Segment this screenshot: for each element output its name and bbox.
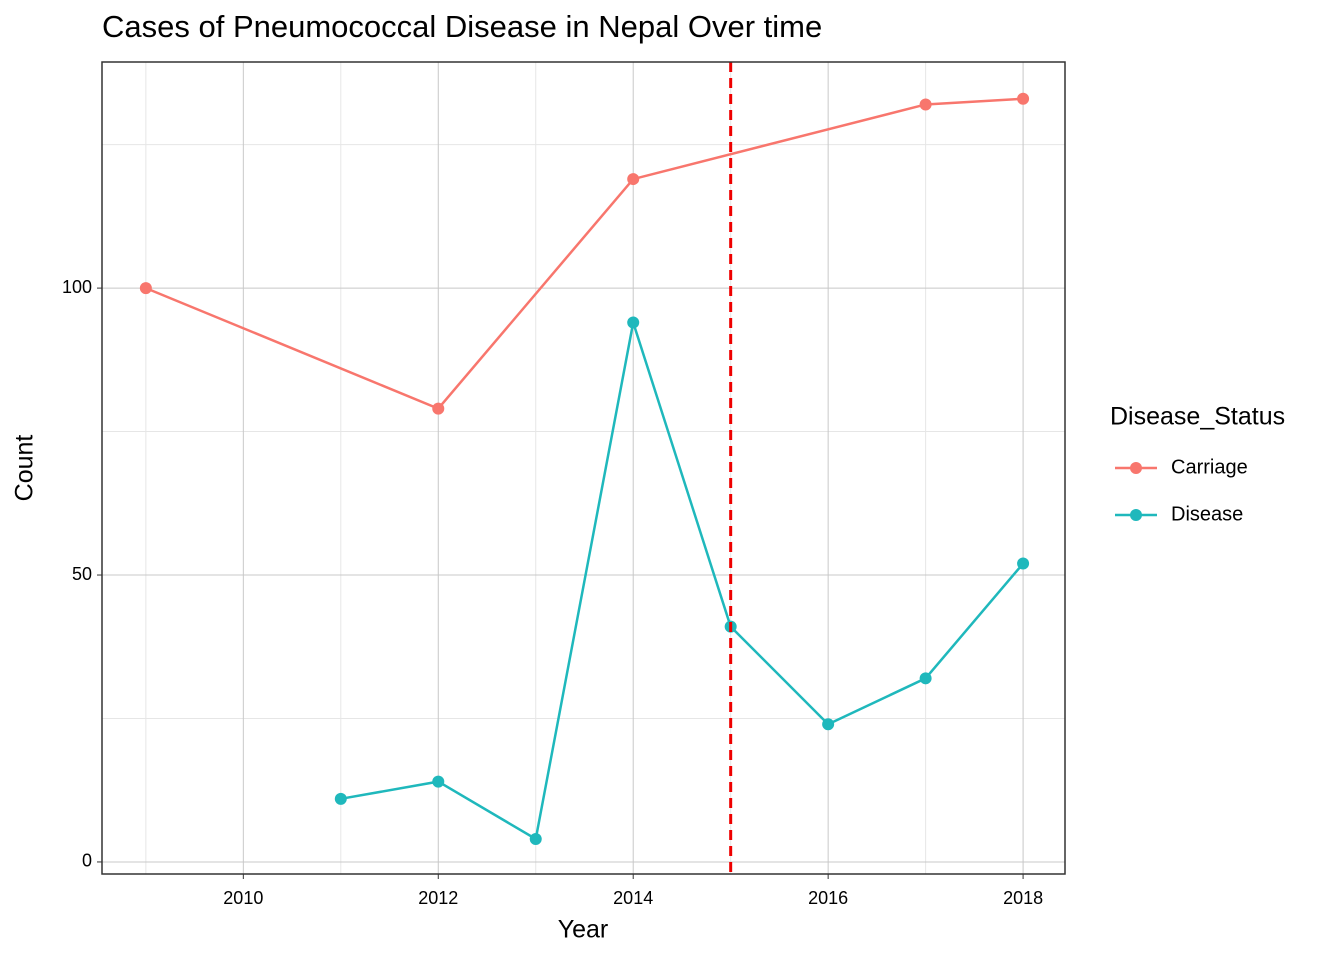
data-point <box>919 672 932 685</box>
data-point <box>1017 92 1030 105</box>
x-tick-label: 2010 <box>223 888 263 908</box>
data-point <box>432 402 445 415</box>
data-point <box>627 316 640 329</box>
y-axis-label: Count <box>11 435 39 502</box>
data-point <box>822 718 835 731</box>
data-point <box>334 792 347 805</box>
legend-label: Carriage <box>1171 456 1248 478</box>
data-point <box>139 282 152 295</box>
plot-border <box>101 61 1066 875</box>
data-point <box>627 173 640 186</box>
legend-marker <box>1130 509 1142 521</box>
legend-label: Disease <box>1171 503 1243 525</box>
y-tick-label: 0 <box>82 851 92 871</box>
chart-title: Cases of Pneumococcal Disease in Nepal O… <box>102 9 822 44</box>
y-tick-label: 50 <box>72 564 92 584</box>
data-point <box>1017 557 1030 570</box>
x-tick-label: 2018 <box>1003 888 1043 908</box>
series-line <box>340 322 1025 841</box>
data-point <box>919 98 932 111</box>
x-tick-label: 2014 <box>613 888 653 908</box>
y-tick-label: 100 <box>62 277 92 297</box>
x-tick-label: 2012 <box>418 888 458 908</box>
series-line <box>145 97 1024 411</box>
legend-marker <box>1130 462 1142 474</box>
x-tick-label: 2016 <box>808 888 848 908</box>
data-point <box>432 775 445 788</box>
data-point <box>529 832 542 845</box>
legend-title: Disease_Status <box>1110 403 1285 431</box>
x-axis-label: Year <box>558 916 609 944</box>
